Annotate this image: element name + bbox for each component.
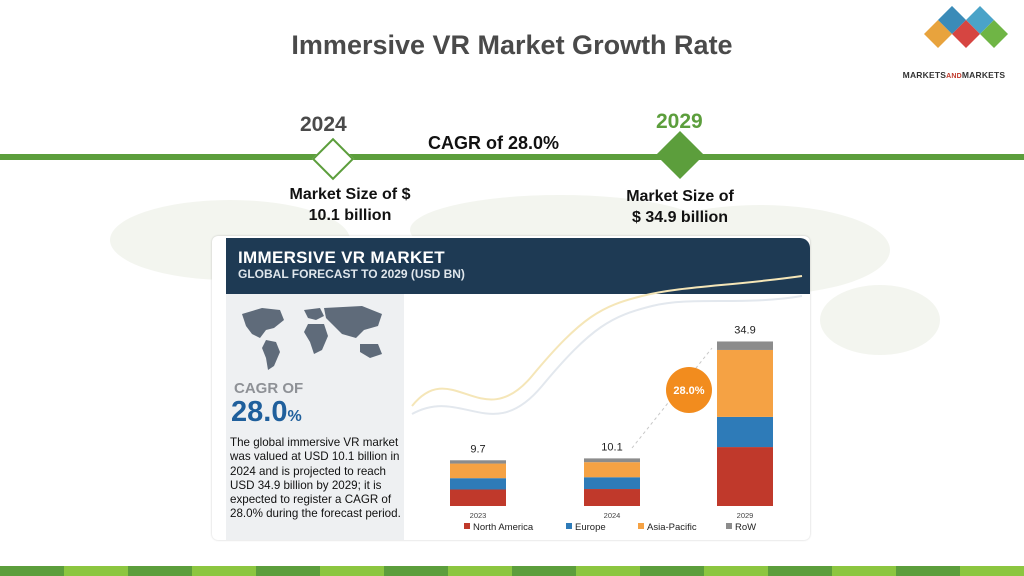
timeline-marker-end (655, 130, 705, 180)
bar-segment-row-2023 (450, 460, 506, 464)
x-tick-label: 2024 (604, 511, 621, 520)
footer-segment (192, 566, 256, 576)
logo-wordmark: MARKETSANDMARKETS (902, 70, 1006, 80)
legend-label: North America (473, 522, 534, 533)
cagr-badge-label: 28.0% (673, 385, 704, 397)
year-end-label: 2029 (656, 110, 703, 133)
bar-segment-row-2024 (584, 458, 640, 463)
bar-segment-asia-pacific-2024 (584, 462, 640, 478)
stacked-bar-chart: 9.7 2023 10.1 2024 34.9 2029 28.0% North Americ… (411, 275, 803, 533)
infographic-left-panel: CAGR OF 28.0% The global immersive VR ma… (226, 294, 404, 540)
footer-segment (64, 566, 128, 576)
bar-segment-europe-2024 (584, 477, 640, 490)
slide-title: Immersive VR Market Growth Rate (291, 30, 733, 60)
market-size-end: Market Size of $ 34.9 billion (600, 186, 760, 228)
cagr-unit: % (287, 408, 302, 425)
footer-segment (896, 566, 960, 576)
legend-swatch-asia-pacific (638, 523, 644, 529)
footer-segment (320, 566, 384, 576)
bar-segment-europe-2029 (717, 416, 773, 448)
bar-segment-europe-2023 (450, 478, 506, 490)
cagr-number: 28.0 (231, 396, 288, 428)
market-size-start-line2: 10.1 billion (308, 207, 392, 224)
infographic-card: IMMERSIVE VR MARKET GLOBAL FORECAST TO 2… (212, 236, 810, 540)
footer-segment (576, 566, 640, 576)
market-description: The global immersive VR market was value… (230, 436, 401, 521)
market-size-start: Market Size of $ 10.1 billion (270, 184, 430, 226)
world-map-icon (242, 306, 382, 370)
market-size-start-line1: Market Size of $ (289, 186, 411, 203)
bar-total-label: 10.1 (601, 441, 622, 453)
market-size-end-line2: $ 34.9 billion (631, 209, 729, 226)
bar-segment-row-2029 (717, 341, 773, 350)
footer-segment (960, 566, 1024, 576)
legend-swatch-row (726, 523, 732, 529)
timeline-line (0, 154, 1024, 160)
bar-segment-north-america-2029 (717, 447, 773, 506)
footer-segment (512, 566, 576, 576)
decorative-swoosh (411, 295, 803, 415)
infographic-title: IMMERSIVE VR MARKET (238, 248, 445, 267)
infographic-subtitle: GLOBAL FORECAST TO 2029 (USD BN) (238, 267, 465, 281)
footer-segment (128, 566, 192, 576)
year-start-label: 2024 (300, 113, 347, 136)
footer-segment (0, 566, 64, 576)
x-tick-label: 2023 (470, 511, 487, 520)
footer-segment (256, 566, 320, 576)
legend-swatch-north-america (464, 523, 470, 529)
marketsandmarkets-logo (924, 6, 1008, 48)
footer-segment (832, 566, 896, 576)
legend-label: Asia-Pacific (647, 522, 697, 533)
x-tick-label: 2029 (737, 511, 754, 520)
bar-total-label: 9.7 (470, 443, 485, 455)
cagr-caption: CAGR OF (234, 380, 304, 397)
legend-label: RoW (735, 522, 756, 533)
infographic-header: IMMERSIVE VR MARKET GLOBAL FORECAST TO 2… (226, 238, 810, 294)
cagr-value: 28.0% (231, 396, 302, 429)
bar-segment-asia-pacific-2029 (717, 349, 773, 417)
bar-segment-north-america-2023 (450, 489, 506, 506)
footer-segment (768, 566, 832, 576)
market-size-end-line1: Market Size of (626, 188, 734, 205)
decorative-swoosh (411, 275, 803, 407)
footer-segment (448, 566, 512, 576)
cagr-badge-circle (666, 367, 712, 413)
footer-stripe (0, 566, 1024, 576)
bar-total-label: 34.9 (734, 324, 755, 336)
footer-segment (704, 566, 768, 576)
footer-segment (640, 566, 704, 576)
legend-swatch-europe (566, 523, 572, 529)
bar-segment-north-america-2024 (584, 489, 640, 506)
bar-segment-asia-pacific-2023 (450, 463, 506, 479)
cagr-label: CAGR of 28.0% (428, 133, 560, 153)
timeline-marker-start (311, 137, 355, 181)
footer-segment (384, 566, 448, 576)
legend-label: Europe (575, 522, 606, 533)
